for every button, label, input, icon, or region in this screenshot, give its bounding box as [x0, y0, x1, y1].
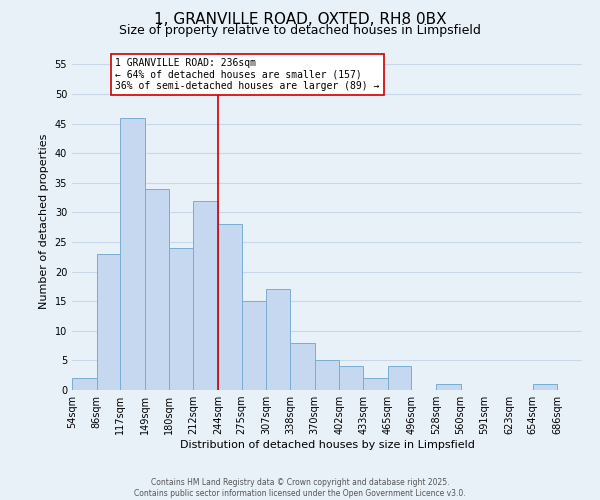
Bar	[242, 301, 266, 390]
Bar	[533, 384, 557, 390]
Text: 1, GRANVILLE ROAD, OXTED, RH8 0BX: 1, GRANVILLE ROAD, OXTED, RH8 0BX	[154, 12, 446, 28]
Bar	[436, 384, 461, 390]
Bar	[266, 290, 290, 390]
Bar	[339, 366, 363, 390]
Text: Size of property relative to detached houses in Limpsfield: Size of property relative to detached ho…	[119, 24, 481, 37]
Bar	[169, 248, 193, 390]
X-axis label: Distribution of detached houses by size in Limpsfield: Distribution of detached houses by size …	[179, 440, 475, 450]
Y-axis label: Number of detached properties: Number of detached properties	[39, 134, 49, 309]
Bar	[121, 118, 145, 390]
Bar	[97, 254, 121, 390]
Bar	[193, 200, 218, 390]
Bar	[290, 342, 315, 390]
Text: Contains HM Land Registry data © Crown copyright and database right 2025.
Contai: Contains HM Land Registry data © Crown c…	[134, 478, 466, 498]
Bar	[363, 378, 388, 390]
Bar	[72, 378, 97, 390]
Bar	[218, 224, 242, 390]
Bar	[388, 366, 412, 390]
Bar	[315, 360, 339, 390]
Bar	[145, 188, 169, 390]
Text: 1 GRANVILLE ROAD: 236sqm
← 64% of detached houses are smaller (157)
36% of semi-: 1 GRANVILLE ROAD: 236sqm ← 64% of detach…	[115, 58, 380, 91]
